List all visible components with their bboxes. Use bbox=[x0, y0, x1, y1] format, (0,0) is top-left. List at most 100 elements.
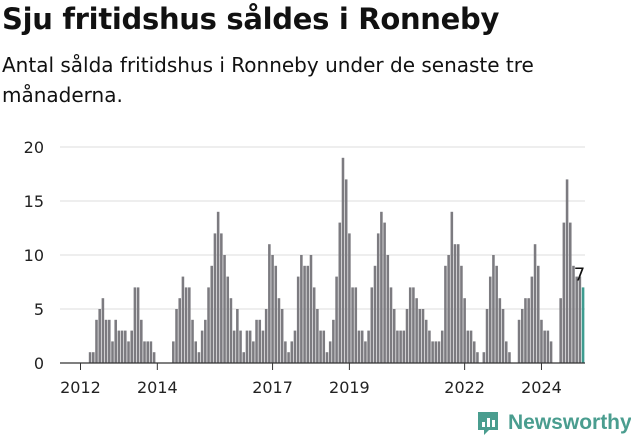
bar bbox=[271, 255, 274, 363]
bar bbox=[140, 319, 143, 363]
bar bbox=[476, 352, 479, 363]
bar bbox=[402, 330, 406, 363]
x-tick-label: 2022 bbox=[444, 378, 485, 397]
bar bbox=[136, 287, 140, 363]
bar bbox=[396, 330, 399, 363]
bar bbox=[415, 298, 418, 363]
chart-title: Sju fritidshus såldes i Ronneby bbox=[2, 2, 500, 36]
bar bbox=[572, 265, 575, 363]
bar bbox=[184, 287, 188, 363]
bar bbox=[287, 352, 290, 363]
bar bbox=[95, 319, 98, 363]
bar bbox=[245, 330, 249, 363]
y-tick-label: 20 bbox=[24, 138, 44, 157]
bar bbox=[501, 309, 505, 363]
bar bbox=[207, 287, 210, 363]
bar bbox=[437, 341, 441, 363]
bar bbox=[210, 265, 214, 363]
bar bbox=[277, 298, 281, 363]
bar bbox=[418, 309, 422, 363]
bar bbox=[98, 309, 101, 363]
bar bbox=[274, 265, 278, 363]
bar bbox=[482, 352, 486, 363]
bar bbox=[213, 233, 217, 363]
chart-subtitle: Antal sålda fritidshus i Ronneby under d… bbox=[2, 53, 534, 107]
bar bbox=[322, 330, 326, 363]
bar bbox=[376, 233, 380, 363]
bar bbox=[357, 330, 361, 363]
x-tick-label: 2024 bbox=[521, 378, 562, 397]
bar bbox=[351, 287, 354, 363]
bar bbox=[181, 276, 185, 363]
bar bbox=[152, 352, 156, 363]
bar bbox=[536, 265, 540, 363]
bar bbox=[568, 222, 572, 363]
bar bbox=[204, 319, 207, 363]
bar bbox=[508, 352, 511, 363]
bar bbox=[399, 330, 402, 363]
bar bbox=[108, 319, 111, 363]
bar bbox=[447, 255, 450, 363]
bar bbox=[450, 211, 454, 363]
bar bbox=[296, 276, 300, 363]
bar bbox=[466, 330, 470, 363]
bar bbox=[261, 330, 265, 363]
bar bbox=[255, 319, 258, 363]
bar bbox=[367, 330, 370, 363]
bar bbox=[188, 287, 191, 363]
last-value-label: 7 bbox=[574, 264, 585, 285]
bar bbox=[421, 309, 425, 363]
bar bbox=[133, 287, 137, 363]
x-tick-label: 2012 bbox=[60, 378, 101, 397]
bar bbox=[252, 341, 255, 363]
bar bbox=[504, 341, 508, 363]
bar bbox=[284, 341, 287, 363]
bar-chart: 0 5 10 15 20 2012 2014 2017 2019 2022 2024 7 bbox=[24, 138, 586, 397]
bar bbox=[328, 341, 332, 363]
bar bbox=[216, 211, 220, 363]
bar bbox=[498, 298, 502, 363]
bar bbox=[530, 276, 534, 363]
bar bbox=[472, 341, 476, 363]
bar bbox=[258, 319, 262, 363]
bar bbox=[565, 179, 569, 363]
bar bbox=[405, 309, 409, 363]
bar bbox=[373, 265, 377, 363]
bar bbox=[364, 341, 367, 363]
bar bbox=[389, 287, 393, 363]
bar bbox=[444, 265, 447, 363]
bar bbox=[124, 330, 127, 363]
bar bbox=[172, 341, 175, 363]
y-tick-label: 10 bbox=[24, 246, 44, 265]
bar bbox=[88, 352, 92, 363]
x-tick-label: 2014 bbox=[137, 378, 178, 397]
bar bbox=[383, 222, 386, 363]
highlight-bar bbox=[581, 287, 585, 363]
bar bbox=[460, 265, 463, 363]
bar bbox=[360, 330, 364, 363]
bar bbox=[290, 341, 294, 363]
newsworthy-icon bbox=[478, 412, 498, 435]
bar bbox=[223, 255, 226, 363]
bar bbox=[197, 352, 201, 363]
bar bbox=[127, 341, 130, 363]
bar bbox=[543, 330, 546, 363]
bar bbox=[524, 298, 527, 363]
bar bbox=[453, 244, 457, 363]
bar bbox=[146, 341, 149, 363]
bar bbox=[101, 298, 105, 363]
bar bbox=[264, 309, 268, 363]
bar bbox=[428, 330, 431, 363]
bar bbox=[293, 330, 297, 363]
bar bbox=[492, 255, 495, 363]
bar bbox=[178, 298, 182, 363]
bar bbox=[344, 179, 348, 363]
bar bbox=[431, 341, 434, 363]
bar bbox=[412, 287, 415, 363]
bar bbox=[268, 244, 271, 363]
bar bbox=[392, 309, 396, 363]
bar bbox=[130, 330, 133, 363]
bar bbox=[220, 233, 223, 363]
x-tick-label: 2017 bbox=[252, 378, 293, 397]
bar bbox=[338, 222, 342, 363]
